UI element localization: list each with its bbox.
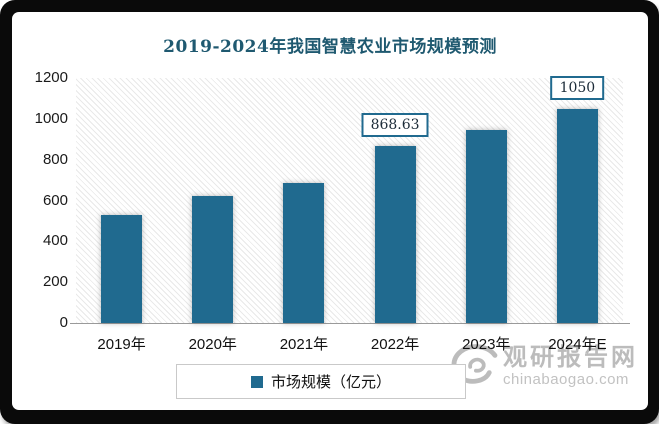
x-axis: 2019年 2020年 2021年 2022年 2023年 2024年E <box>76 333 623 355</box>
x-tick-label: 2021年 <box>279 336 329 353</box>
x-tick-label: 2019年 <box>97 336 146 353</box>
legend-label: 市场规模（亿元） <box>270 374 391 391</box>
data-label: 1050 <box>550 75 605 100</box>
y-tick-label: 200 <box>42 273 68 291</box>
legend: 市场规模（亿元） <box>176 364 466 399</box>
y-tick-label: 1000 <box>34 109 68 127</box>
legend-swatch <box>250 375 263 388</box>
bar-2021年 <box>283 183 325 323</box>
chart-title: 2019-2024年我国智慧农业市场规模预测 <box>163 37 497 57</box>
watermark-text: 观研报告网 chinabaogao.com <box>503 344 638 388</box>
bar-2023年 <box>465 130 507 323</box>
bar-2019年 <box>101 215 143 323</box>
watermark-site-name: 观研报告网 <box>503 344 638 371</box>
y-tick-label: 0 <box>59 314 68 331</box>
bar-2024年E <box>556 108 598 323</box>
chart-canvas: 2019-2024年我国智慧农业市场规模预测 0 200 400 600 800 1000… <box>12 12 648 410</box>
data-label: 868.63 <box>361 112 429 137</box>
x-tick-label: 2024年E <box>548 336 607 353</box>
x-tick-label: 2020年 <box>188 336 237 353</box>
plot-area: 868.63 1050 <box>76 75 623 323</box>
y-tick-label: 800 <box>42 150 68 168</box>
bar-2022年 <box>374 145 416 323</box>
y-tick-label: 600 <box>42 191 68 209</box>
bar-2020年 <box>192 196 234 323</box>
watermark: 观研报告网 chinabaogao.com <box>449 343 638 390</box>
x-axis-line <box>70 323 630 324</box>
y-tick-label: 1200 <box>34 69 68 86</box>
y-axis: 0 200 400 600 800 1000 1200 <box>12 69 68 331</box>
y-tick-label: 400 <box>42 232 68 250</box>
x-tick-label: 2023年 <box>462 336 511 353</box>
watermark-site-url: chinabaogao.com <box>503 371 629 388</box>
x-tick-label: 2022年 <box>370 336 420 353</box>
